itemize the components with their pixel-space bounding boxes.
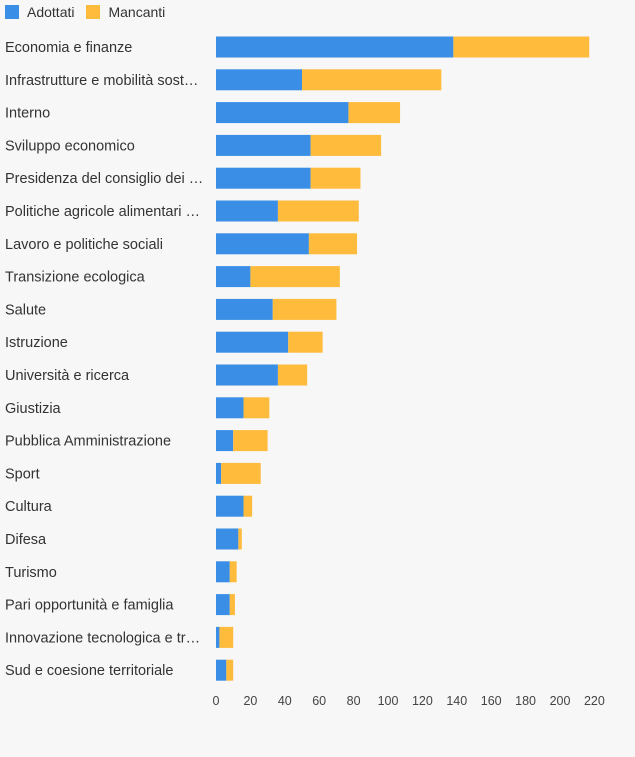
bar-segment-mancanti[interactable] <box>277 364 308 386</box>
bar-segment-adottati[interactable] <box>216 561 230 583</box>
category-label: Difesa <box>5 532 47 548</box>
x-tick-label: 220 <box>584 694 605 708</box>
bar-segment-mancanti[interactable] <box>233 430 268 452</box>
bar-segment-mancanti[interactable] <box>310 167 361 189</box>
bar-segment-adottati[interactable] <box>216 495 244 517</box>
bar-segment-mancanti[interactable] <box>310 134 382 156</box>
x-tick-label: 160 <box>481 694 502 708</box>
bar-segment-adottati[interactable] <box>216 659 227 681</box>
category-label: Transizione ecologica <box>5 270 146 286</box>
bar-segment-mancanti[interactable] <box>302 69 442 91</box>
bar-segment-mancanti[interactable] <box>243 495 253 517</box>
category-label: Giustizia <box>5 401 62 417</box>
legend: Adottati Mancanti <box>5 4 177 20</box>
bar-segment-adottati[interactable] <box>216 233 309 255</box>
bar-segment-mancanti[interactable] <box>250 266 340 288</box>
bar-segment-mancanti[interactable] <box>243 397 270 419</box>
legend-swatch-adottati <box>5 5 19 19</box>
x-tick-label: 80 <box>347 694 361 708</box>
x-tick-label: 0 <box>213 694 220 708</box>
bar-segment-adottati[interactable] <box>216 69 302 91</box>
x-tick-label: 40 <box>278 694 292 708</box>
legend-swatch-mancanti <box>86 5 101 19</box>
legend-item-mancanti[interactable]: Mancanti <box>86 4 165 20</box>
category-label: Economia e finanze <box>5 40 132 56</box>
category-label: Innovazione tecnologica e tr… <box>5 630 200 646</box>
category-label: Interno <box>5 106 50 122</box>
legend-label-adottati: Adottati <box>27 4 75 20</box>
bar-segment-adottati[interactable] <box>216 430 234 452</box>
bar-segment-mancanti[interactable] <box>308 233 358 255</box>
category-label: Pari opportunità e famiglia <box>5 598 174 614</box>
category-label: Salute <box>5 302 46 318</box>
bar-segment-mancanti[interactable] <box>348 102 401 124</box>
bar-segment-mancanti[interactable] <box>277 200 359 222</box>
bar-segment-adottati[interactable] <box>216 397 244 419</box>
x-tick-label: 180 <box>515 694 536 708</box>
bar-segment-adottati[interactable] <box>216 528 239 550</box>
bar-segment-adottati[interactable] <box>216 462 222 484</box>
category-label: Cultura <box>5 499 53 515</box>
category-label: Pubblica Amministrazione <box>5 434 171 450</box>
x-tick-label: 60 <box>312 694 326 708</box>
bar-segment-adottati[interactable] <box>216 364 278 386</box>
bar-segment-adottati[interactable] <box>216 167 311 189</box>
bar-segment-mancanti[interactable] <box>221 462 261 484</box>
bar-segment-mancanti[interactable] <box>288 331 323 353</box>
bar-segment-adottati[interactable] <box>216 200 278 222</box>
bar-segment-mancanti[interactable] <box>238 528 242 550</box>
x-tick-label: 100 <box>378 694 399 708</box>
bar-segment-adottati[interactable] <box>216 36 454 58</box>
bar-segment-mancanti[interactable] <box>229 594 235 616</box>
bar-segment-mancanti[interactable] <box>226 659 234 681</box>
x-tick-label: 20 <box>243 694 257 708</box>
bar-segment-adottati[interactable] <box>216 134 311 156</box>
category-label: Presidenza del consiglio dei … <box>5 171 203 187</box>
bar-segment-adottati[interactable] <box>216 594 230 616</box>
bar-segment-mancanti[interactable] <box>219 626 234 648</box>
category-label: Lavoro e politiche sociali <box>5 237 163 253</box>
bar-segment-adottati[interactable] <box>216 298 273 320</box>
category-label: Turismo <box>5 565 57 581</box>
bar-segment-mancanti[interactable] <box>453 36 590 58</box>
category-label: Università e ricerca <box>5 368 130 384</box>
x-tick-label: 120 <box>412 694 433 708</box>
bar-segment-adottati[interactable] <box>216 266 251 288</box>
x-tick-label: 140 <box>446 694 467 708</box>
bar-segment-adottati[interactable] <box>216 331 289 353</box>
bar-segment-mancanti[interactable] <box>229 561 237 583</box>
category-label: Istruzione <box>5 335 68 351</box>
category-label: Infrastrutture e mobilità sost… <box>5 73 198 89</box>
category-label: Sviluppo economico <box>5 138 135 154</box>
bar-segment-adottati[interactable] <box>216 102 349 124</box>
x-tick-label: 200 <box>550 694 571 708</box>
legend-item-adottati[interactable]: Adottati <box>5 4 74 20</box>
category-label: Politiche agricole alimentari … <box>5 204 200 220</box>
category-label: Sport <box>5 466 40 482</box>
bar-segment-adottati[interactable] <box>216 626 220 648</box>
legend-label-mancanti: Mancanti <box>108 4 166 20</box>
category-label: Sud e coesione territoriale <box>5 663 173 679</box>
bar-segment-mancanti[interactable] <box>272 298 337 320</box>
